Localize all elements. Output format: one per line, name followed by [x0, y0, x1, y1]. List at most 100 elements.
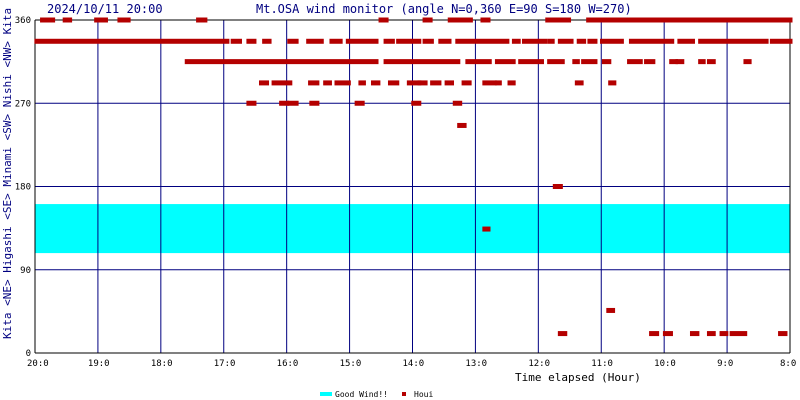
x-tick-label: 17:0 [214, 359, 236, 369]
houi-point [545, 17, 572, 23]
x-tick-label: 12:0 [528, 359, 550, 369]
houi-point [354, 100, 365, 106]
houi-point [507, 80, 516, 86]
houi-point [465, 59, 492, 65]
houi-point [729, 331, 748, 337]
houi-point [649, 331, 660, 337]
houi-point [306, 38, 324, 44]
houi-point [184, 59, 379, 65]
houi-point [287, 100, 299, 106]
houi-point [411, 100, 422, 106]
houi-point [246, 38, 257, 44]
plot-area: 20:0 19:0 18:0 17:0 16:0 15:0 14:0 13:0 12:0 11:0… [15, 16, 797, 369]
houi-point [329, 38, 343, 44]
houi-point [40, 17, 56, 23]
x-tick-label: 14:0 [403, 359, 425, 369]
legend-band-swatch [320, 392, 332, 396]
x-tick-label: 13:0 [465, 359, 487, 369]
houi-point [689, 331, 700, 337]
houi-point [586, 17, 793, 23]
houi-point [698, 38, 769, 44]
houi-point [547, 38, 555, 44]
houi-point [406, 80, 422, 86]
x-tick-label: 15:0 [340, 359, 362, 369]
houi-point [452, 100, 463, 106]
houi-point [447, 17, 473, 23]
houi-point [719, 331, 729, 337]
houi-point [455, 38, 510, 44]
houi-point [698, 59, 706, 65]
houi-point [572, 59, 580, 65]
houi-point [677, 38, 695, 44]
houi-point [323, 80, 332, 86]
houi-point [600, 38, 624, 44]
houi-point [608, 80, 617, 86]
houi-point [370, 80, 381, 86]
houi-point [644, 59, 656, 65]
houi-point [417, 80, 428, 86]
houi-point [552, 184, 563, 189]
houi-point [422, 38, 434, 44]
x-tick-label: 20:0 [27, 359, 49, 369]
houi-point [230, 38, 242, 44]
houi-point [345, 38, 379, 44]
y-tick-label: 90 [20, 266, 31, 276]
houi-point [387, 80, 400, 86]
houi-point [358, 80, 366, 86]
houi-point [662, 331, 673, 337]
y-tick-label: 360 [15, 16, 31, 26]
houi-point [482, 226, 491, 232]
houi-point [557, 38, 574, 44]
houi-point [706, 331, 716, 337]
houi-point [378, 17, 389, 23]
houi-point [574, 80, 584, 86]
houi-point [669, 59, 678, 65]
legend-points-swatch [402, 392, 406, 396]
houi-point [511, 38, 521, 44]
houi-point [587, 38, 598, 44]
x-tick-label: 19:0 [88, 359, 110, 369]
houi-point [606, 307, 616, 313]
y-tick-label: 270 [15, 99, 31, 109]
x-tick-label: 9:0 [717, 359, 733, 369]
houi-point [461, 80, 472, 86]
houi-point [706, 59, 716, 65]
legend-points-label: Houi [414, 390, 433, 399]
houi-point [246, 100, 257, 106]
y-axis-direction-label: Kita <NE> Higashi <SE> Minami <SW> Nishi… [1, 8, 14, 339]
houi-point [422, 17, 433, 23]
houi-point [396, 38, 422, 44]
houi-point [308, 80, 320, 86]
houi-point [94, 17, 108, 23]
houi-point [581, 59, 598, 65]
houi-point [117, 17, 131, 23]
houi-point [309, 100, 320, 106]
houi-point [383, 59, 461, 65]
legend: Good Wind!! Houi [320, 390, 433, 399]
x-tick-label: 10:0 [654, 359, 676, 369]
houi-point [482, 80, 497, 86]
houi-point [271, 80, 293, 86]
x-tick-label: 16:0 [277, 359, 299, 369]
houi-point [494, 80, 502, 86]
houi-point [262, 38, 272, 44]
houi-point [627, 59, 643, 65]
houi-point [601, 59, 612, 65]
houi-point [279, 100, 290, 106]
x-tick-label: 11:0 [591, 359, 613, 369]
houi-point [778, 331, 788, 337]
houi-point [259, 80, 270, 86]
houi-point [494, 59, 516, 65]
x-tick-label: 8:0 [780, 359, 796, 369]
houi-point [444, 80, 455, 86]
houi-point [576, 38, 587, 44]
houi-point [438, 38, 452, 44]
y-tick-label: 180 [15, 183, 31, 193]
chart-title: Mt.OSA wind monitor (angle N=0,360 E=90 … [256, 2, 632, 16]
houi-point [743, 59, 752, 65]
houi-point [518, 59, 544, 65]
houi-point [457, 122, 467, 128]
houi-point [521, 38, 548, 44]
houi-point [769, 38, 793, 44]
